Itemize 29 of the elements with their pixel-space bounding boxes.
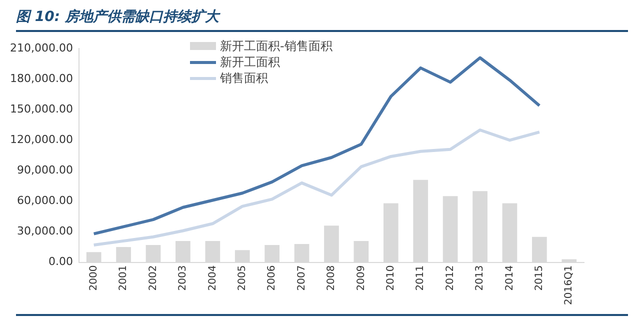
chart-title: 图 10: 房地产供需缺口持续扩大 <box>16 6 628 32</box>
x-tick-label: 2006 <box>266 265 278 291</box>
y-tick-label: 210,000.00 <box>10 41 73 54</box>
x-tick-label: 2008 <box>326 265 338 291</box>
x-tick-label: 2000 <box>88 265 100 291</box>
legend-label: 新开工面积-销售面积 <box>220 38 332 54</box>
x-tick-label: 2010 <box>386 265 396 291</box>
x-tick-label: 2016Q1 <box>564 265 575 306</box>
x-tick-label: 2003 <box>178 265 189 291</box>
y-tick-label: 90,000.00 <box>16 164 73 177</box>
x-tick-label: 2004 <box>207 265 218 291</box>
y-tick-label: 60,000.00 <box>16 194 73 208</box>
x-tick-label: 2013 <box>474 265 486 291</box>
y-tick-label: 0.00 <box>48 255 73 268</box>
x-tick-label: 2012 <box>444 265 456 291</box>
x-tick-label: 2001 <box>118 265 130 291</box>
y-tick-label: 30,000.00 <box>16 224 73 238</box>
y-tick-label: 150,000.00 <box>10 102 73 116</box>
y-tick-label: 120,000.00 <box>10 133 73 146</box>
x-tick-label: 2014 <box>504 265 516 291</box>
legend-label: 销售面积 <box>220 70 268 86</box>
y-tick-label: 180,000.00 <box>10 72 73 85</box>
x-tick-label: 2009 <box>356 265 367 291</box>
x-tick-label: 2011 <box>415 265 426 291</box>
x-tick-label: 2015 <box>534 265 546 291</box>
legend-label: 新开工面积 <box>220 54 280 70</box>
x-tick-label: 2005 <box>236 265 248 291</box>
x-tick-label: 2002 <box>148 265 159 291</box>
x-tick-label: 2007 <box>296 265 308 291</box>
